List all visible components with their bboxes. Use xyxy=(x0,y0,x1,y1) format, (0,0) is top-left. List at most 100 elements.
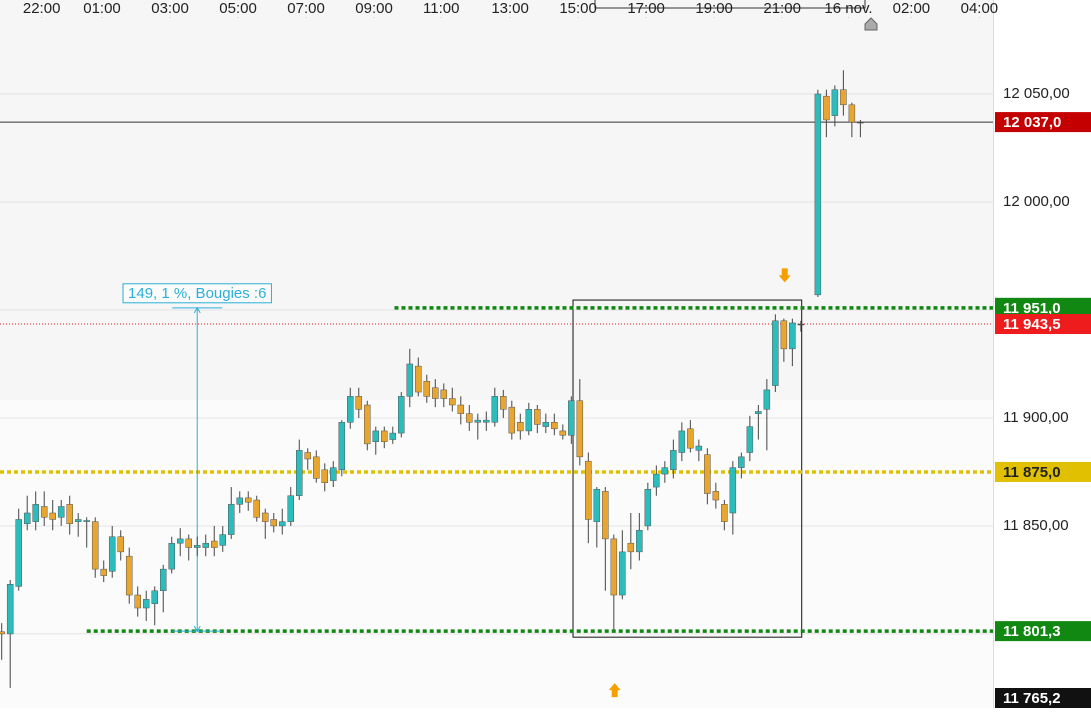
candle-body xyxy=(704,454,711,494)
candle-body xyxy=(619,551,626,596)
candle-body xyxy=(789,322,796,350)
candle-body xyxy=(245,497,252,503)
candle-body xyxy=(32,504,39,522)
candle-body xyxy=(772,320,779,386)
candle-body xyxy=(823,95,830,121)
candle-body xyxy=(644,488,652,527)
candle-body xyxy=(670,450,677,471)
candle-body xyxy=(687,428,694,449)
candle-body xyxy=(466,413,473,423)
candle-body xyxy=(551,422,558,430)
x-tick-label: 21:00 xyxy=(763,0,801,17)
measure-label: 149, 1 %, Bougies :6 xyxy=(128,285,266,302)
price-level-tag xyxy=(995,297,1091,318)
candle-body xyxy=(219,534,226,546)
price-level-tag xyxy=(995,621,1091,642)
candle-body xyxy=(763,389,771,410)
candle-body xyxy=(797,323,805,326)
x-tick-label: 13:00 xyxy=(491,0,529,17)
candle-body xyxy=(814,93,822,296)
candle-body xyxy=(253,499,261,518)
candle-body xyxy=(585,460,592,520)
candle-body xyxy=(134,594,141,609)
y-tick-label: 11 850,00 xyxy=(1003,517,1069,534)
candle-body xyxy=(125,555,133,596)
candle-body xyxy=(857,121,864,124)
candle-body xyxy=(483,419,490,423)
candle-body xyxy=(780,320,788,350)
price-level-tag xyxy=(995,314,1091,335)
candle-body xyxy=(142,599,150,609)
signal-arrow xyxy=(608,683,621,698)
candle-body xyxy=(542,422,550,427)
candle-body xyxy=(576,400,584,458)
candle-body xyxy=(159,568,167,591)
measure-label-box xyxy=(122,283,272,304)
price-level-label: 11 951,0 xyxy=(1003,300,1061,317)
price-level-label: 11 801,3 xyxy=(1003,623,1061,640)
price-level-tag xyxy=(995,461,1091,482)
candle-body xyxy=(227,504,235,535)
candle-body xyxy=(423,380,431,397)
candle-body xyxy=(100,568,107,576)
candle-body xyxy=(108,536,116,572)
candle-body xyxy=(636,530,643,553)
candle-body xyxy=(202,542,209,548)
price-level-label: 11 943,5 xyxy=(1003,316,1061,333)
x-tick-label: 22:00 xyxy=(23,0,61,17)
candle-body xyxy=(372,430,380,442)
home-icon[interactable] xyxy=(864,17,878,31)
candle-body xyxy=(262,512,269,522)
candle-body xyxy=(347,396,354,423)
x-tick-label: 11:00 xyxy=(423,0,459,17)
price-level-tag xyxy=(995,112,1091,133)
candle-body xyxy=(738,456,745,468)
candle-body xyxy=(840,89,847,106)
measure-arrow xyxy=(193,306,201,633)
candle-body xyxy=(338,422,346,471)
candle-body xyxy=(279,521,286,527)
candle-body xyxy=(321,469,329,484)
candle-body xyxy=(602,491,609,540)
candle-body xyxy=(559,430,567,436)
candle-body xyxy=(432,387,439,399)
candle-body xyxy=(117,536,124,553)
candle-body xyxy=(151,590,158,604)
candle-body xyxy=(15,519,22,587)
candle-body xyxy=(474,419,482,423)
x-tick-label: 17:00 xyxy=(627,0,665,17)
x-tick-label: 16 nov. xyxy=(824,0,872,17)
candle-body xyxy=(848,104,856,123)
candle-body xyxy=(330,467,337,481)
candle-body xyxy=(525,409,533,432)
y-tick-label: 12 050,00 xyxy=(1003,85,1070,102)
candle-body xyxy=(695,445,703,451)
candle-body xyxy=(534,409,541,425)
candle-body xyxy=(49,512,56,520)
candle-body xyxy=(296,450,303,496)
candle-body xyxy=(304,452,312,460)
candle-body xyxy=(389,432,397,440)
price-level-label: 11 765,2 xyxy=(1003,690,1061,707)
candle-body xyxy=(831,89,839,116)
candle-body xyxy=(176,538,184,544)
candle-body xyxy=(0,631,5,635)
candle-body xyxy=(287,495,295,522)
candle-body xyxy=(355,396,363,410)
x-tick-label: 15:00 xyxy=(559,0,597,17)
candle-body xyxy=(508,406,516,434)
candle-body xyxy=(746,426,754,453)
candle-body xyxy=(593,488,601,522)
candle-body xyxy=(57,506,65,518)
x-tick-label: 05:00 xyxy=(219,0,257,17)
candle-body xyxy=(457,404,465,414)
scroll-frame xyxy=(594,0,866,9)
candle-body xyxy=(610,538,618,596)
candle-body xyxy=(23,512,31,525)
candle-body xyxy=(661,467,669,475)
x-tick-label: 19:00 xyxy=(695,0,733,17)
y-tick-label: 11 900,00 xyxy=(1003,409,1069,426)
x-tick-label: 07:00 xyxy=(287,0,325,17)
candle-body xyxy=(66,504,73,525)
